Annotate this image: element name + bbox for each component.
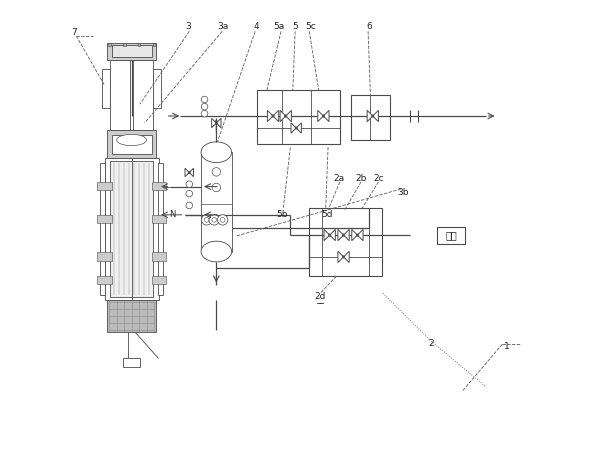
- Bar: [152, 215, 166, 223]
- Circle shape: [204, 218, 209, 222]
- Polygon shape: [338, 229, 343, 241]
- Text: 5a: 5a: [274, 22, 285, 31]
- Text: 3b: 3b: [397, 188, 409, 197]
- Text: 2d: 2d: [314, 292, 326, 301]
- Ellipse shape: [201, 241, 231, 262]
- Circle shape: [188, 171, 190, 174]
- Text: 1: 1: [504, 342, 510, 351]
- Circle shape: [328, 234, 331, 236]
- Bar: [105, 158, 159, 300]
- Bar: [153, 69, 161, 108]
- Text: 5: 5: [292, 22, 298, 31]
- Circle shape: [201, 103, 208, 110]
- Polygon shape: [217, 118, 221, 128]
- Text: 5c: 5c: [305, 22, 315, 31]
- Polygon shape: [367, 110, 373, 122]
- Circle shape: [186, 181, 193, 187]
- Polygon shape: [373, 110, 378, 122]
- Bar: [98, 215, 112, 223]
- Text: 4: 4: [253, 22, 259, 31]
- Text: 5d: 5d: [321, 211, 333, 219]
- Circle shape: [212, 168, 221, 176]
- Ellipse shape: [201, 142, 231, 162]
- Polygon shape: [189, 168, 193, 177]
- Polygon shape: [296, 123, 302, 133]
- Circle shape: [295, 127, 298, 129]
- Text: 5b: 5b: [277, 211, 288, 219]
- Circle shape: [186, 202, 193, 209]
- Polygon shape: [343, 229, 349, 241]
- Bar: [123, 43, 126, 46]
- Ellipse shape: [117, 135, 146, 146]
- Polygon shape: [185, 168, 189, 177]
- Bar: [152, 253, 166, 261]
- Text: 2: 2: [429, 339, 434, 348]
- Circle shape: [342, 234, 345, 236]
- Circle shape: [201, 96, 208, 103]
- Bar: [158, 163, 164, 295]
- Circle shape: [356, 234, 359, 236]
- Bar: [137, 43, 140, 46]
- Text: N: N: [170, 211, 176, 219]
- Polygon shape: [267, 110, 273, 122]
- Polygon shape: [358, 229, 363, 241]
- Bar: [112, 45, 152, 57]
- Text: 3a: 3a: [218, 22, 228, 31]
- Polygon shape: [330, 229, 336, 241]
- Text: 7: 7: [71, 28, 77, 37]
- Polygon shape: [338, 251, 343, 262]
- Bar: [350, 95, 390, 140]
- Bar: [98, 182, 112, 190]
- Circle shape: [212, 183, 221, 192]
- Polygon shape: [291, 123, 296, 133]
- Circle shape: [372, 115, 374, 117]
- Polygon shape: [273, 110, 278, 122]
- Bar: [100, 163, 105, 295]
- Circle shape: [342, 256, 345, 258]
- Bar: [201, 152, 231, 252]
- Text: 纯水: 纯水: [445, 230, 457, 240]
- Bar: [309, 208, 382, 276]
- Circle shape: [202, 215, 212, 225]
- Circle shape: [220, 218, 225, 222]
- Text: 3: 3: [186, 22, 191, 31]
- Polygon shape: [352, 229, 358, 241]
- Circle shape: [212, 218, 217, 222]
- Circle shape: [322, 115, 324, 117]
- Circle shape: [186, 190, 193, 197]
- Polygon shape: [212, 118, 217, 128]
- Circle shape: [209, 215, 220, 225]
- Polygon shape: [324, 110, 329, 122]
- Circle shape: [215, 122, 218, 124]
- Bar: [107, 130, 156, 158]
- Circle shape: [201, 110, 208, 117]
- Bar: [107, 300, 156, 332]
- Text: 2c: 2c: [373, 174, 384, 183]
- Bar: [123, 358, 140, 367]
- Bar: [112, 135, 152, 154]
- Circle shape: [218, 215, 228, 225]
- Bar: [437, 227, 465, 244]
- Polygon shape: [324, 229, 330, 241]
- Bar: [110, 160, 153, 297]
- Text: 2b: 2b: [355, 174, 367, 183]
- Bar: [107, 43, 156, 59]
- Text: 6: 6: [367, 22, 372, 31]
- Polygon shape: [286, 110, 292, 122]
- Polygon shape: [343, 251, 349, 262]
- Bar: [102, 69, 110, 108]
- Text: 2a: 2a: [333, 174, 345, 183]
- Bar: [98, 276, 112, 285]
- Polygon shape: [280, 110, 286, 122]
- Bar: [152, 182, 166, 190]
- Polygon shape: [318, 110, 324, 122]
- Bar: [98, 253, 112, 261]
- Bar: [258, 90, 340, 144]
- Bar: [152, 276, 166, 285]
- Bar: [108, 43, 111, 46]
- Circle shape: [284, 115, 287, 117]
- Bar: [110, 59, 153, 130]
- Circle shape: [272, 115, 274, 117]
- Bar: [152, 43, 155, 46]
